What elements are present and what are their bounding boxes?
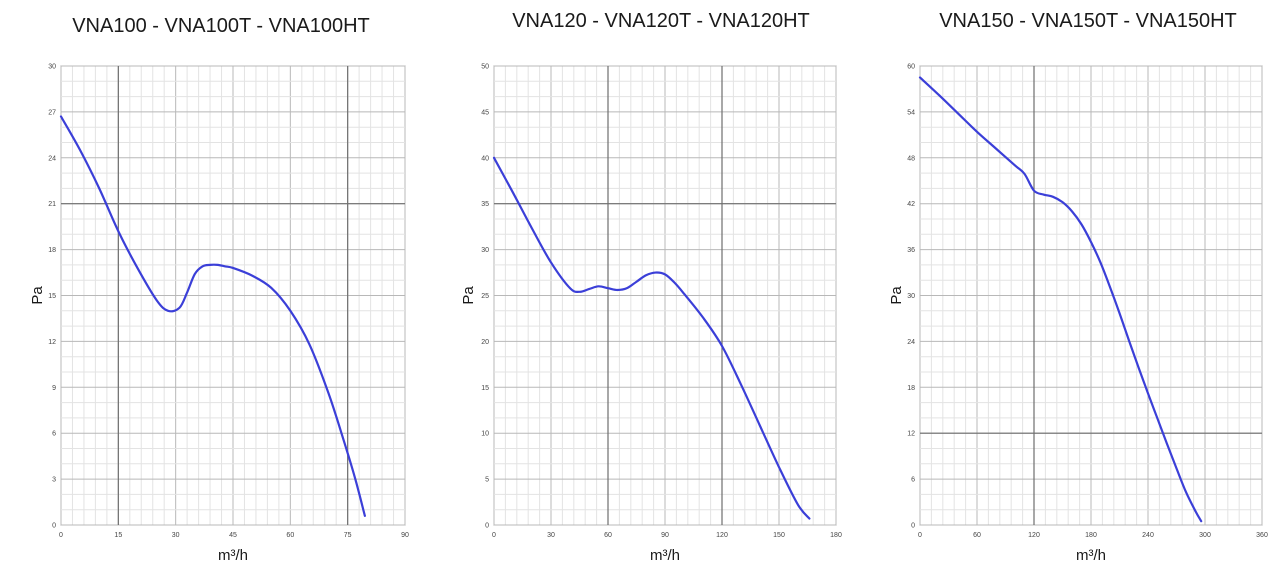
x-tick-label: 60: [973, 532, 981, 539]
y-tick-label: 5: [485, 477, 489, 484]
y-tick-label: 0: [52, 523, 56, 530]
x-tick-label: 90: [401, 532, 409, 539]
x-axis-label: m³/h: [650, 547, 680, 564]
x-tick-label: 0: [59, 532, 63, 539]
y-tick-label: 50: [481, 64, 489, 71]
x-tick-label: 30: [547, 532, 555, 539]
y-axis-label: Pa: [29, 286, 46, 305]
chart-title: VNA120 - VNA120T - VNA120HT: [512, 10, 810, 32]
x-tick-label: 15: [114, 532, 122, 539]
x-tick-label: 360: [1256, 532, 1268, 539]
y-tick-label: 12: [48, 339, 56, 346]
y-tick-label: 12: [907, 431, 915, 438]
y-tick-label: 18: [48, 247, 56, 254]
x-tick-label: 60: [604, 532, 612, 539]
series-line: [59, 115, 366, 517]
chart-title: VNA150 - VNA150T - VNA150HT: [939, 10, 1237, 32]
y-tick-label: 35: [481, 201, 489, 208]
y-tick-label: 30: [481, 247, 489, 254]
y-tick-label: 30: [907, 293, 915, 300]
x-tick-label: 30: [172, 532, 180, 539]
series-line: [918, 76, 1203, 523]
y-tick-label: 48: [907, 155, 915, 162]
y-tick-label: 30: [48, 64, 56, 71]
x-axis-label: m³/h: [1076, 547, 1106, 564]
grid: [493, 65, 837, 526]
y-tick-label: 24: [907, 339, 915, 346]
y-tick-label: 9: [52, 385, 56, 392]
x-tick-label: 0: [492, 532, 496, 539]
y-tick-label: 40: [481, 155, 489, 162]
x-tick-label: 75: [344, 532, 352, 539]
chart-title: VNA100 - VNA100T - VNA100HT: [72, 15, 370, 37]
series-line: [492, 156, 811, 520]
x-tick-label: 60: [286, 532, 294, 539]
y-axis-label: Pa: [888, 286, 905, 305]
x-tick-label: 90: [661, 532, 669, 539]
x-tick-label: 180: [1085, 532, 1097, 539]
y-tick-label: 60: [907, 64, 915, 71]
y-tick-label: 21: [48, 201, 56, 208]
y-tick-label: 54: [907, 109, 915, 116]
y-tick-label: 27: [48, 109, 56, 116]
y-tick-label: 3: [52, 477, 56, 484]
x-tick-label: 150: [773, 532, 785, 539]
x-tick-label: 120: [1028, 532, 1040, 539]
y-tick-label: 0: [485, 523, 489, 530]
y-tick-label: 24: [48, 155, 56, 162]
y-tick-label: 36: [907, 247, 915, 254]
y-tick-label: 18: [907, 385, 915, 392]
grid: [919, 65, 1263, 526]
y-tick-label: 6: [911, 477, 915, 484]
x-tick-label: 120: [716, 532, 728, 539]
x-tick-label: 0: [918, 532, 922, 539]
y-tick-label: 25: [481, 293, 489, 300]
y-tick-label: 15: [48, 293, 56, 300]
y-tick-label: 42: [907, 201, 915, 208]
y-axis-label: Pa: [460, 286, 477, 305]
y-tick-label: 10: [481, 431, 489, 438]
x-tick-label: 45: [229, 532, 237, 539]
x-axis-label: m³/h: [218, 547, 248, 564]
x-tick-label: 180: [830, 532, 842, 539]
y-tick-label: 20: [481, 339, 489, 346]
grid: [60, 65, 406, 526]
x-tick-label: 240: [1142, 532, 1154, 539]
y-tick-label: 45: [481, 109, 489, 116]
x-tick-label: 300: [1199, 532, 1211, 539]
y-tick-label: 0: [911, 523, 915, 530]
y-tick-label: 6: [52, 431, 56, 438]
y-tick-label: 15: [481, 385, 489, 392]
